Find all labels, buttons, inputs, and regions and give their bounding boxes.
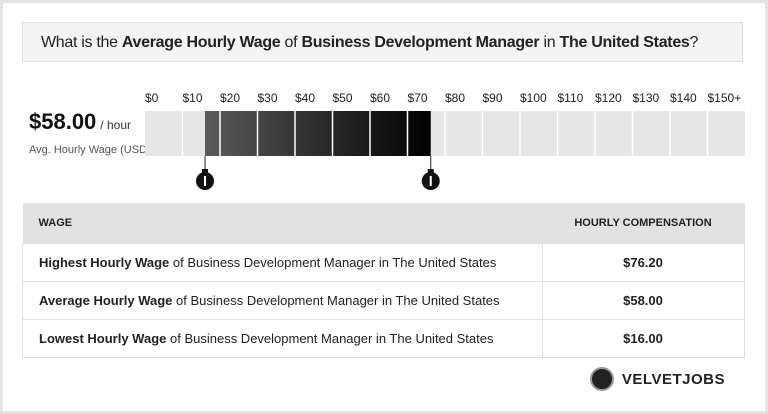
header-cell: HOURLY COMPENSATION	[542, 203, 745, 244]
caption: Avg. Hourly Wage (USD)	[29, 144, 151, 156]
table-row: Highest Hourly Wage of Business Developm…	[22, 243, 745, 282]
x-tick-label: $110	[558, 91, 584, 105]
title-text: of	[280, 34, 302, 51]
title-text: Business Development Manager	[301, 34, 540, 51]
header-cell: WAGE	[22, 203, 543, 244]
wage-label: of Business Development Manager in The U…	[166, 331, 494, 346]
unit: / hour	[100, 118, 131, 132]
wage-table: WAGE HOURLY COMPENSATION Highest Hourly W…	[22, 203, 745, 358]
wage-label-bold: Highest Hourly Wage	[39, 255, 170, 270]
x-tick-label: $120	[595, 91, 622, 105]
compensation-cell: $76.20	[542, 243, 745, 282]
x-tick-label: $20	[220, 91, 240, 105]
title: What is the Average Hourly Wage of Busin…	[22, 22, 743, 62]
wage-cell: Average Hourly Wage of Business Developm…	[22, 281, 543, 320]
title-text: The United States	[559, 34, 690, 51]
brand: VELVETJOBS	[589, 367, 725, 391]
table-row: Average Hourly Wage of Business Developm…	[22, 281, 745, 320]
title-text: Average Hourly Wage	[121, 34, 281, 51]
wage-label: of Business Development Manager in The U…	[169, 255, 497, 270]
title-text: What is the	[41, 34, 122, 51]
wage-cell: Lowest Hourly Wage of Business Developme…	[22, 319, 543, 358]
x-tick-label: $100	[520, 91, 547, 105]
logo	[589, 367, 614, 391]
brand-name: VELVETJOBS	[621, 370, 725, 388]
wage-label-bold: Average Hourly Wage	[39, 293, 173, 308]
x-tick-label: $50	[333, 91, 353, 105]
wage-label-bold: Lowest Hourly Wage	[39, 331, 167, 346]
money-bag-knot	[427, 169, 434, 173]
x-tick-label: $140	[670, 91, 697, 105]
x-tick-label: $80	[445, 91, 465, 105]
x-tick-label: $60	[370, 91, 390, 105]
money-bag-mark	[429, 176, 432, 186]
wage-cell: Highest Hourly Wage of Business Developm…	[22, 243, 543, 282]
money-bag-knot	[202, 169, 208, 173]
x-tick-label: $90	[483, 91, 503, 105]
money-bag-mark	[204, 176, 206, 186]
average-wage: $58.00/ hour	[29, 109, 131, 135]
x-tick-label: $10	[183, 91, 203, 105]
compensation-cell: $58.00	[542, 281, 745, 320]
wage-label: of Business Development Manager in The U…	[172, 293, 500, 308]
title-text: in	[539, 34, 560, 51]
x-tick-label: $150+	[708, 91, 742, 105]
header-row: WAGE HOURLY COMPENSATION	[22, 203, 745, 244]
title-text: ?	[689, 34, 699, 51]
x-tick-label: $70	[408, 91, 428, 105]
x-tick-label: $40	[295, 91, 315, 105]
average-value: $58.00	[29, 109, 97, 134]
range-chart: $0 $10 $20 $30 $40 $50 $60 $70 $80 $90 $100 $110 $12…	[145, 91, 745, 190]
compensation-cell: $16.00	[542, 319, 745, 358]
x-tick-label: $130	[633, 91, 660, 105]
range-bar	[205, 111, 431, 156]
x-tick-label: $30	[258, 91, 278, 105]
x-tick-label: $0	[145, 91, 159, 105]
table-row: Lowest Hourly Wage of Business Developme…	[22, 319, 745, 358]
